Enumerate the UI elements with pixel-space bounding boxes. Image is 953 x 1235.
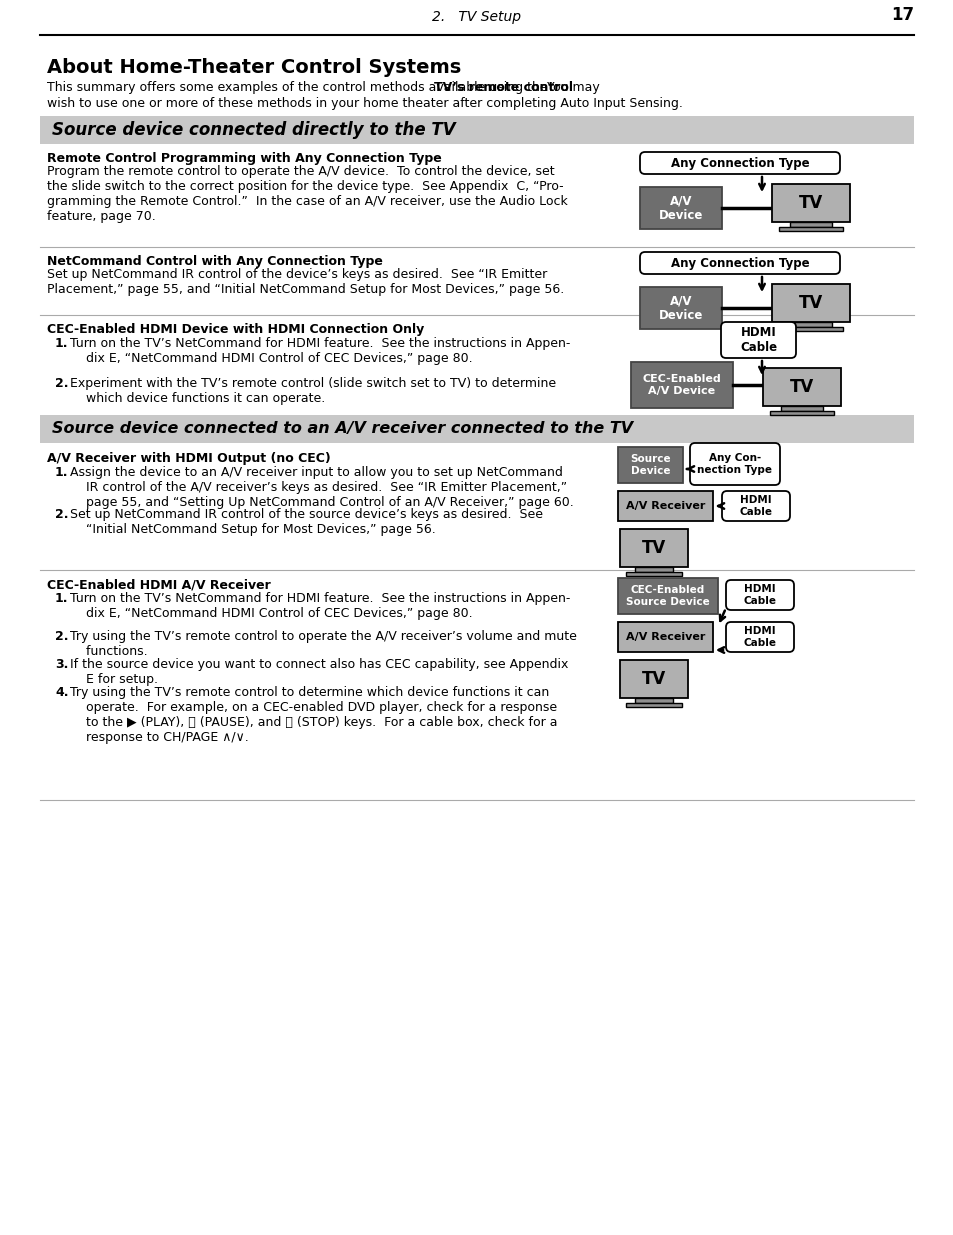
Text: HDMI
Cable: HDMI Cable bbox=[739, 495, 772, 516]
Text: CEC-Enabled
Source Device: CEC-Enabled Source Device bbox=[625, 585, 709, 606]
Text: Set up NetCommand IR control of the device’s keys as desired.  See “IR Emitter
P: Set up NetCommand IR control of the devi… bbox=[47, 268, 563, 296]
Text: Try using the TV’s remote control to determine which device functions it can
   : Try using the TV’s remote control to det… bbox=[70, 685, 557, 743]
Bar bbox=[769, 411, 833, 415]
Bar bbox=[779, 227, 842, 231]
Text: NetCommand Control with Any Connection Type: NetCommand Control with Any Connection T… bbox=[47, 254, 382, 268]
Text: Turn on the TV’s NetCommand for HDMI feature.  See the instructions in Appen-
  : Turn on the TV’s NetCommand for HDMI fea… bbox=[70, 592, 570, 620]
Bar bbox=[618, 622, 712, 652]
Text: CEC-Enabled
A/V Device: CEC-Enabled A/V Device bbox=[642, 374, 720, 395]
Text: TV: TV bbox=[798, 194, 822, 212]
Text: 2.: 2. bbox=[55, 508, 69, 521]
FancyBboxPatch shape bbox=[725, 580, 793, 610]
FancyBboxPatch shape bbox=[720, 322, 795, 358]
Text: 2.   TV Setup: 2. TV Setup bbox=[432, 10, 521, 23]
Text: 2.: 2. bbox=[55, 630, 69, 643]
Text: A/V Receiver: A/V Receiver bbox=[625, 501, 704, 511]
Text: Any Connection Type: Any Connection Type bbox=[670, 257, 808, 269]
Bar bbox=[630, 362, 732, 408]
Text: HDMI
Cable: HDMI Cable bbox=[742, 626, 776, 648]
Bar bbox=[639, 186, 721, 228]
Bar bbox=[635, 567, 672, 572]
Text: TV: TV bbox=[789, 378, 813, 396]
Bar bbox=[625, 703, 681, 708]
Text: Assign the device to an A/V receiver input to allow you to set up NetCommand
   : Assign the device to an A/V receiver inp… bbox=[70, 466, 573, 509]
Text: Set up NetCommand IR control of the source device’s keys as desired.  See
    “I: Set up NetCommand IR control of the sour… bbox=[70, 508, 542, 536]
FancyBboxPatch shape bbox=[639, 152, 840, 174]
Bar bbox=[635, 698, 672, 703]
Bar bbox=[618, 447, 682, 483]
Text: If the source device you want to connect also has CEC capability, see Appendix
 : If the source device you want to connect… bbox=[70, 658, 568, 685]
Bar bbox=[789, 222, 832, 227]
Text: 1.: 1. bbox=[55, 466, 69, 479]
Text: HDMI
Cable: HDMI Cable bbox=[742, 584, 776, 606]
Text: Remote Control Programming with Any Connection Type: Remote Control Programming with Any Conn… bbox=[47, 152, 441, 165]
Text: 1.: 1. bbox=[55, 337, 69, 350]
Text: 2.: 2. bbox=[55, 377, 69, 390]
Bar bbox=[639, 287, 721, 329]
Text: Source device connected to an A/V receiver connected to the TV: Source device connected to an A/V receiv… bbox=[52, 421, 633, 436]
Text: Try using the TV’s remote control to operate the A/V receiver’s volume and mute
: Try using the TV’s remote control to ope… bbox=[70, 630, 577, 658]
Text: CEC-Enabled HDMI A/V Receiver: CEC-Enabled HDMI A/V Receiver bbox=[47, 578, 271, 592]
Text: Program the remote control to operate the A/V device.  To control the device, se: Program the remote control to operate th… bbox=[47, 165, 567, 224]
FancyBboxPatch shape bbox=[725, 622, 793, 652]
Text: TV: TV bbox=[798, 294, 822, 312]
Text: This summary offers some examples of the control methods available using the: This summary offers some examples of the… bbox=[47, 82, 551, 94]
Text: wish to use one or more of these methods in your home theater after completing A: wish to use one or more of these methods… bbox=[47, 98, 682, 110]
Bar bbox=[762, 368, 841, 406]
Text: 17: 17 bbox=[890, 6, 913, 23]
Text: Any Connection Type: Any Connection Type bbox=[670, 157, 808, 169]
Bar bbox=[618, 578, 718, 614]
Text: .  You may: . You may bbox=[535, 82, 599, 94]
Text: Source device connected directly to the TV: Source device connected directly to the … bbox=[52, 121, 456, 140]
Bar bbox=[625, 572, 681, 577]
Text: A/V Receiver with HDMI Output (no CEC): A/V Receiver with HDMI Output (no CEC) bbox=[47, 452, 331, 466]
Bar bbox=[619, 659, 687, 698]
Text: TV: TV bbox=[641, 669, 665, 688]
Text: Source
Device: Source Device bbox=[630, 454, 670, 475]
Text: A/V
Device: A/V Device bbox=[659, 294, 702, 322]
Text: HDMI
Cable: HDMI Cable bbox=[740, 326, 777, 354]
Text: About Home-Theater Control Systems: About Home-Theater Control Systems bbox=[47, 58, 460, 77]
Text: TV: TV bbox=[641, 538, 665, 557]
Bar bbox=[40, 116, 913, 144]
Text: CEC-Enabled HDMI Device with HDMI Connection Only: CEC-Enabled HDMI Device with HDMI Connec… bbox=[47, 324, 424, 336]
FancyBboxPatch shape bbox=[721, 492, 789, 521]
FancyBboxPatch shape bbox=[689, 443, 780, 485]
Bar bbox=[619, 529, 687, 567]
Bar bbox=[618, 492, 712, 521]
Text: A/V Receiver: A/V Receiver bbox=[625, 632, 704, 642]
Bar bbox=[789, 322, 832, 326]
Bar bbox=[771, 184, 849, 222]
Text: Any Con-
nection Type: Any Con- nection Type bbox=[697, 453, 772, 474]
Text: 4.: 4. bbox=[55, 685, 69, 699]
Bar bbox=[771, 284, 849, 322]
Text: 3.: 3. bbox=[55, 658, 69, 671]
Bar bbox=[40, 415, 913, 443]
Text: Turn on the TV’s NetCommand for HDMI feature.  See the instructions in Appen-
  : Turn on the TV’s NetCommand for HDMI fea… bbox=[70, 337, 570, 366]
Text: A/V
Device: A/V Device bbox=[659, 194, 702, 222]
Text: TV’s remote control: TV’s remote control bbox=[433, 82, 572, 94]
Text: Experiment with the TV’s remote control (slide switch set to TV) to determine
  : Experiment with the TV’s remote control … bbox=[70, 377, 556, 405]
FancyBboxPatch shape bbox=[639, 252, 840, 274]
Text: 1.: 1. bbox=[55, 592, 69, 605]
Bar bbox=[779, 326, 842, 331]
Bar bbox=[780, 406, 822, 411]
